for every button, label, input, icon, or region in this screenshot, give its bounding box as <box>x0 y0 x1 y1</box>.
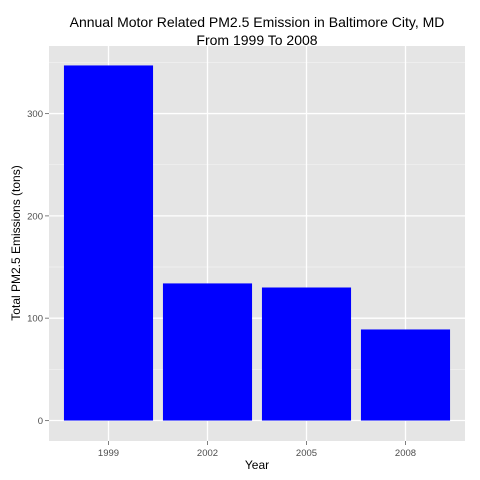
x-tick-label: 2005 <box>296 448 317 459</box>
chart-title-line-2: From 1999 To 2008 <box>196 32 317 48</box>
bar-2005 <box>261 287 352 421</box>
bars <box>63 65 451 421</box>
bar-2008 <box>360 329 451 421</box>
y-axis-ticks: 0 100 200 300 <box>27 109 49 427</box>
x-tick-label: 2002 <box>197 448 218 459</box>
bar-1999 <box>63 65 154 421</box>
x-tick-label: 2008 <box>395 448 416 459</box>
y-axis-title: Total PM2.5 Emissions (tons) <box>9 165 23 320</box>
bar-2002 <box>162 283 253 421</box>
y-tick-label: 200 <box>27 211 43 222</box>
x-tick-label: 1999 <box>98 448 119 459</box>
y-tick-label: 0 <box>38 416 43 427</box>
chart-title-line-1: Annual Motor Related PM2.5 Emission in B… <box>70 14 445 30</box>
y-tick-label: 100 <box>27 314 43 325</box>
x-axis-ticks: 1999 2002 2005 2008 <box>98 441 416 459</box>
y-tick-label: 300 <box>27 109 43 120</box>
x-axis-title: Year <box>245 458 269 472</box>
